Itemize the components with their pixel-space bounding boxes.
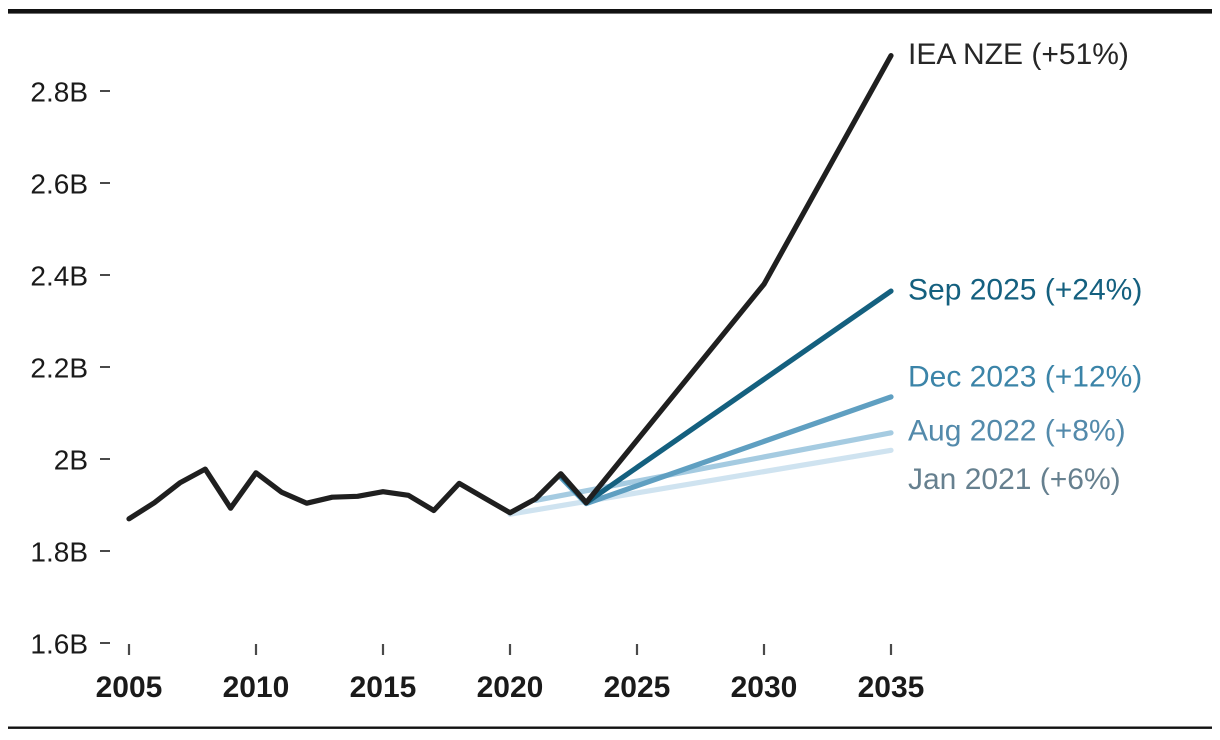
series-line-jan2021: [507, 447, 894, 517]
series-line-aug2022: [532, 430, 894, 503]
y-tick-label: 2.6B: [30, 169, 88, 200]
series-label-nze: IEA NZE (+51%): [908, 38, 1129, 71]
y-tick-label: 1.6B: [30, 629, 88, 660]
x-tick-label: 2030: [731, 671, 798, 704]
x-tick-label: 2010: [223, 671, 290, 704]
x-tick-label: 2020: [477, 671, 544, 704]
y-tick-label: 2.4B: [30, 261, 88, 292]
series-label-sep2025: Sep 2025 (+24%): [908, 274, 1142, 307]
series-label-jan2021: Jan 2021 (+6%): [908, 463, 1121, 496]
series-label-aug2022: Aug 2022 (+8%): [908, 414, 1126, 447]
series-line-nze: [583, 52, 894, 506]
x-tick-label: 2035: [858, 671, 925, 704]
top-rule: [8, 9, 1212, 14]
y-tick-label: 1.8B: [30, 537, 88, 568]
x-tick-label: 2005: [96, 671, 163, 704]
series-line-historical: [126, 466, 589, 522]
series-label-dec2023: Dec 2023 (+12%): [908, 360, 1142, 393]
y-tick-label: 2.8B: [30, 77, 88, 108]
bottom-rule: [8, 726, 1212, 729]
y-tick-label: 2B: [54, 445, 88, 476]
x-tick-label: 2025: [604, 671, 671, 704]
x-tick-label: 2015: [350, 671, 417, 704]
y-tick-label: 2.2B: [30, 353, 88, 384]
